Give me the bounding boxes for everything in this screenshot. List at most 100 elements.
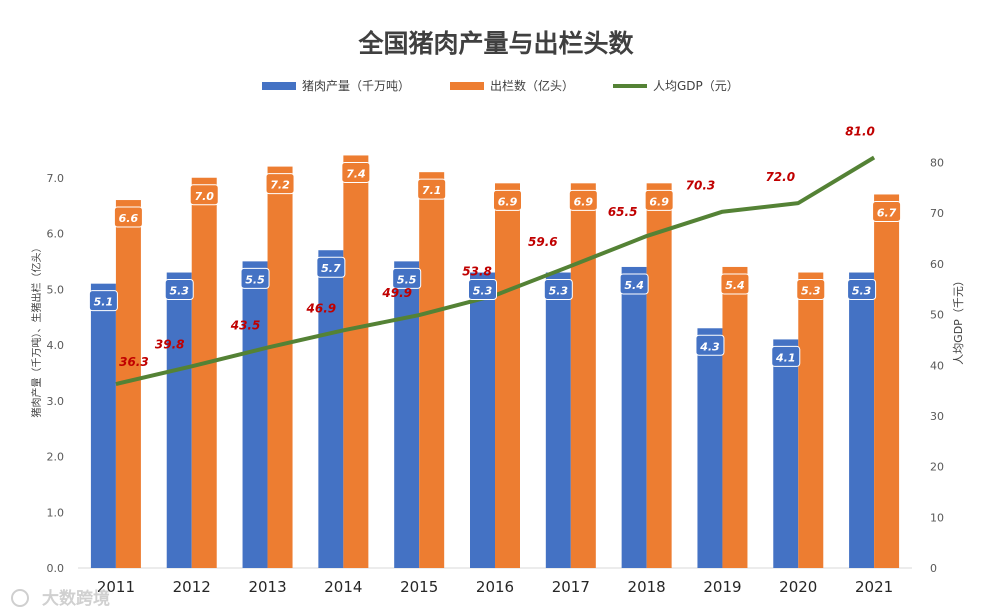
bar xyxy=(318,250,344,568)
bar-label-box xyxy=(88,290,118,312)
gdp-value-label: 72.0 xyxy=(765,170,795,184)
bar-label-box xyxy=(316,256,346,278)
y-axis-left-title: 猪肉产量（千万吨）、生猪出栏（亿头） xyxy=(30,243,43,418)
gdp-value-label: 59.6 xyxy=(528,235,558,249)
bar-label-box xyxy=(771,345,801,367)
bar-label-box xyxy=(695,334,725,356)
bar xyxy=(470,272,495,568)
bar-label-box xyxy=(468,279,497,301)
bar xyxy=(849,272,875,568)
bar xyxy=(419,172,445,569)
right-tick-label: 0 xyxy=(930,562,937,575)
bar xyxy=(773,339,799,568)
bar-label-box xyxy=(568,189,598,211)
legend-swatch xyxy=(450,82,484,90)
bar-label-box xyxy=(796,279,826,301)
bar-label-box xyxy=(543,279,573,301)
bar-value-label: 5.3 xyxy=(852,285,872,298)
bar xyxy=(874,194,900,568)
left-tick-label: 2.0 xyxy=(47,451,65,464)
bar-value-label: 6.9 xyxy=(498,195,518,208)
bar xyxy=(394,261,420,568)
bar-label-box xyxy=(189,184,219,206)
bar-value-label: 4.1 xyxy=(775,351,796,364)
bar-value-label: 5.5 xyxy=(397,273,417,286)
x-tick-label: 2015 xyxy=(400,578,438,596)
gdp-value-label: 39.8 xyxy=(155,337,185,351)
watermark-logo-icon xyxy=(11,589,29,607)
gdp-value-label: 36.3 xyxy=(119,355,149,369)
bar-value-label: 5.4 xyxy=(624,279,644,292)
bar-label-box xyxy=(240,267,270,289)
left-tick-label: 1.0 xyxy=(47,506,65,519)
bar-value-label: 5.5 xyxy=(245,273,265,286)
left-tick-label: 6.0 xyxy=(47,228,65,241)
bar-label-box xyxy=(872,200,902,222)
bar-label-box xyxy=(265,173,295,195)
bar-label-box xyxy=(341,161,371,183)
gdp-value-label: 43.5 xyxy=(230,319,261,333)
left-tick-label: 7.0 xyxy=(47,172,65,185)
bar xyxy=(267,166,293,568)
gdp-value-label: 65.5 xyxy=(608,205,638,219)
bar-label-box xyxy=(113,206,143,228)
bar-value-label: 4.3 xyxy=(699,340,720,353)
bar-label-box xyxy=(392,267,422,289)
x-tick-label: 2013 xyxy=(248,578,286,596)
bar xyxy=(722,266,748,568)
x-tick-label: 2016 xyxy=(476,578,514,596)
bar-value-label: 5.7 xyxy=(321,262,341,275)
bar xyxy=(343,155,369,568)
chart-title: 全国猪肉产量与出栏头数 xyxy=(357,29,634,58)
bar xyxy=(545,272,571,568)
left-tick-label: 0.0 xyxy=(47,562,65,575)
x-tick-label: 2011 xyxy=(97,578,135,596)
right-tick-label: 50 xyxy=(930,309,944,322)
bar-value-label: 6.9 xyxy=(574,195,594,208)
left-tick-label: 4.0 xyxy=(47,339,65,352)
bar-value-label: 6.7 xyxy=(877,206,897,219)
watermark: 大数跨境 xyxy=(11,588,110,609)
watermark-text: 大数跨境 xyxy=(42,588,110,609)
bar-label-box xyxy=(493,189,522,211)
gdp-value-label: 70.3 xyxy=(686,179,716,193)
right-tick-label: 60 xyxy=(930,258,944,271)
legend-label: 猪肉产量（千万吨） xyxy=(302,79,410,93)
bar-value-label: 5.3 xyxy=(801,285,821,298)
bar-value-label: 5.3 xyxy=(169,285,189,298)
bar xyxy=(166,272,192,568)
left-tick-label: 5.0 xyxy=(47,283,65,296)
legend: 猪肉产量（千万吨） 出栏数（亿头） 人均GDP（元） xyxy=(262,78,739,93)
right-tick-label: 80 xyxy=(930,157,944,170)
right-tick-label: 70 xyxy=(930,207,944,220)
bar xyxy=(621,266,647,568)
bar-value-label: 5.4 xyxy=(725,279,745,292)
bar-value-label: 7.4 xyxy=(346,167,366,180)
data-labels: 5.1 5.3 5.5 5.7 5.5 5.3 5.3 5.4 4.3 4.1 5.3 6.6 7.0 7… xyxy=(88,124,902,369)
bar-value-label: 7.1 xyxy=(422,184,442,197)
bar-label-box xyxy=(417,178,447,200)
bar-value-label: 6.9 xyxy=(649,195,669,208)
right-tick-label: 40 xyxy=(930,359,944,372)
legend-label: 人均GDP（元） xyxy=(653,79,739,93)
bar-value-label: 5.3 xyxy=(549,285,569,298)
bar-label-box xyxy=(644,189,674,211)
bar xyxy=(90,283,116,568)
x-tick-label: 2020 xyxy=(779,578,817,596)
bar xyxy=(798,272,824,568)
bar xyxy=(242,261,268,568)
bar-value-label: 5.1 xyxy=(94,296,114,309)
bar xyxy=(495,183,520,568)
bar-label-box xyxy=(619,273,649,295)
bar-value-label: 7.2 xyxy=(270,179,290,192)
x-tick-label: 2012 xyxy=(173,578,211,596)
bar xyxy=(570,183,596,568)
x-tick-label: 2014 xyxy=(324,578,362,596)
bar-label-box xyxy=(847,279,877,301)
bar-label-box xyxy=(720,273,750,295)
bar-value-label: 5.3 xyxy=(473,285,493,298)
bar-label-box xyxy=(164,279,194,301)
right-tick-label: 30 xyxy=(930,410,944,423)
gdp-value-label: 81.0 xyxy=(845,124,875,138)
